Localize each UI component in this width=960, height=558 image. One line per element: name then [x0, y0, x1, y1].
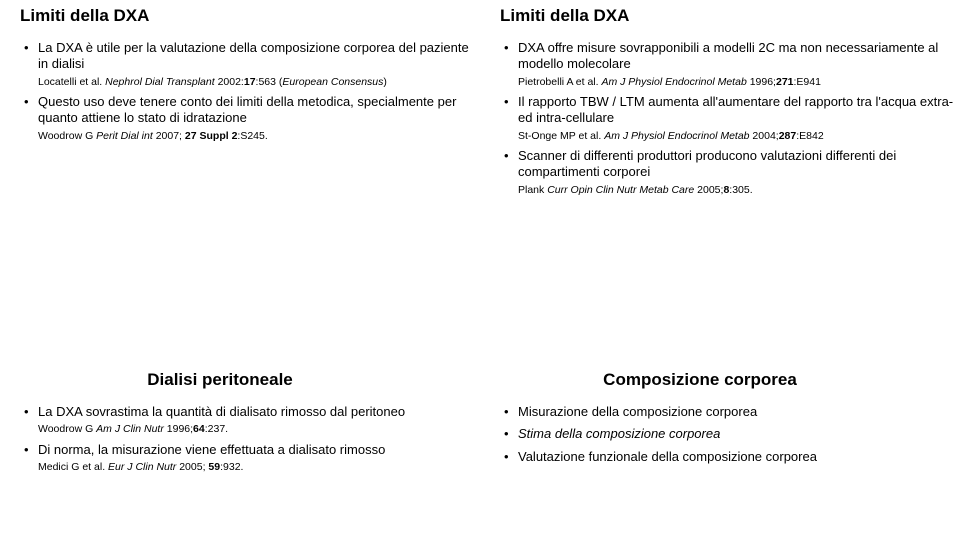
list: DXA offre misure sovrapponibili a modell… — [500, 40, 960, 196]
item-ref: St-Onge MP et al. Am J Physiol Endocrino… — [518, 130, 960, 143]
heading: Limiti della DXA — [500, 6, 960, 26]
list: La DXA sovrastima la quantità di dialisa… — [20, 404, 480, 474]
item-text: Valutazione funzionale della composizion… — [518, 449, 817, 464]
list: La DXA è utile per la valutazione della … — [20, 40, 480, 142]
quadrant-top-left: Limiti della DXA La DXA è utile per la v… — [20, 6, 480, 148]
list-item: DXA offre misure sovrapponibili a modell… — [518, 40, 960, 88]
heading: Dialisi peritoneale — [20, 370, 480, 390]
list-item: La DXA è utile per la valutazione della … — [38, 40, 480, 88]
item-text: Il rapporto TBW / LTM aumenta all'aument… — [518, 94, 953, 125]
item-ref: Woodrow G Perit Dial int 2007; 27 Suppl … — [38, 130, 480, 143]
quadrant-bottom-left: Dialisi peritoneale La DXA sovrastima la… — [20, 370, 480, 480]
item-ref: Pietrobelli A et al. Am J Physiol Endocr… — [518, 76, 960, 89]
list: Misurazione della composizione corporea … — [500, 404, 960, 465]
heading: Composizione corporea — [500, 370, 960, 390]
item-text: La DXA sovrastima la quantità di dialisa… — [38, 404, 405, 419]
item-text: Scanner di differenti produttori produco… — [518, 148, 896, 179]
item-ref: Woodrow G Am J Clin Nutr 1996;64:237. — [38, 423, 480, 436]
list-item: Misurazione della composizione corporea — [518, 404, 960, 420]
item-ref: Locatelli et al. Nephrol Dial Transplant… — [38, 76, 480, 89]
item-text: DXA offre misure sovrapponibili a modell… — [518, 40, 938, 71]
heading: Limiti della DXA — [20, 6, 480, 26]
item-text: Misurazione della composizione corporea — [518, 404, 757, 419]
item-ref: Plank Curr Opin Clin Nutr Metab Care 200… — [518, 184, 960, 197]
list-item: Stima della composizione corporea — [518, 426, 960, 442]
list-item: Di norma, la misurazione viene effettuat… — [38, 442, 480, 474]
item-text: Di norma, la misurazione viene effettuat… — [38, 442, 385, 457]
item-text: Questo uso deve tenere conto dei limiti … — [38, 94, 456, 125]
list-item: La DXA sovrastima la quantità di dialisa… — [38, 404, 480, 436]
quadrant-bottom-right: Composizione corporea Misurazione della … — [500, 370, 960, 471]
list-item: Il rapporto TBW / LTM aumenta all'aument… — [518, 94, 960, 142]
list-item: Questo uso deve tenere conto dei limiti … — [38, 94, 480, 142]
list-item: Valutazione funzionale della composizion… — [518, 449, 960, 465]
list-item: Scanner di differenti produttori produco… — [518, 148, 960, 196]
item-text: La DXA è utile per la valutazione della … — [38, 40, 469, 71]
item-text: Stima della composizione corporea — [518, 426, 720, 441]
item-ref: Medici G et al. Eur J Clin Nutr 2005; 59… — [38, 461, 480, 474]
quadrant-top-right: Limiti della DXA DXA offre misure sovrap… — [500, 6, 960, 202]
